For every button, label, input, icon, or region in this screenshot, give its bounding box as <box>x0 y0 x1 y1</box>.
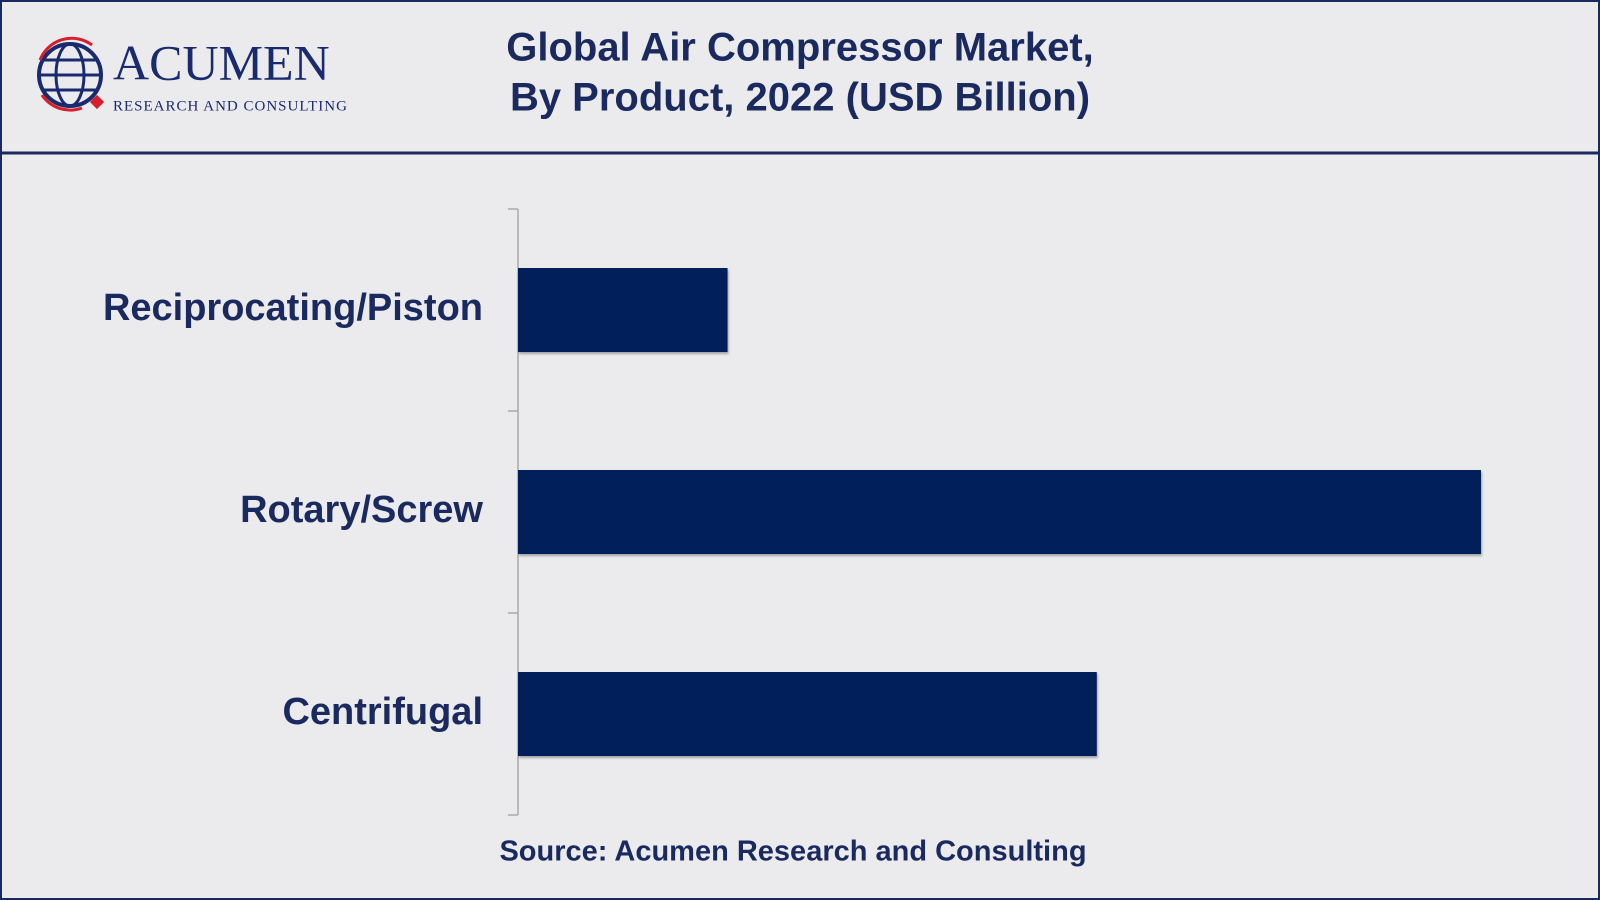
chart-title: By Product, 2022 (USD Billion) <box>510 76 1090 120</box>
logo-tagline: RESEARCH AND CONSULTING <box>113 98 348 114</box>
bar <box>518 470 1481 554</box>
logo-name: ACUMEN <box>113 34 330 90</box>
bar <box>518 672 1097 756</box>
category-label: Centrifugal <box>282 691 483 733</box>
bar <box>518 268 728 352</box>
chart-title: Global Air Compressor Market, <box>506 26 1094 70</box>
category-label: Reciprocating/Piston <box>103 287 483 329</box>
source: Source: Acumen Research and Consulting <box>499 836 1086 868</box>
category-label: Rotary/Screw <box>240 489 483 531</box>
